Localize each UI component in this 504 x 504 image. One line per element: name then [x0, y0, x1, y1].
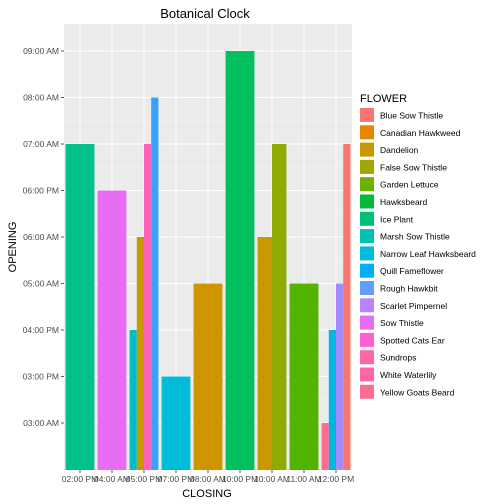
x-tick-label: 10:00 AM	[254, 474, 290, 484]
legend-key	[360, 211, 374, 226]
legend-key	[360, 281, 374, 295]
x-tick-label: 02:00 PM	[62, 474, 98, 484]
legend-label: Quill Fameflower	[380, 266, 444, 276]
y-tick-label: 06:00 AM	[23, 232, 59, 242]
legend-label: Sow Thistle	[380, 318, 424, 328]
bar	[225, 51, 255, 470]
legend-key	[360, 142, 374, 157]
legend: Blue Sow Thistle Canadian Hawkweed Dandeli…	[360, 108, 476, 399]
legend-label: Marsh Sow Thistle	[380, 232, 450, 242]
x-tick-label: 10:00 PM	[222, 474, 258, 484]
y-axis-title: OPENING	[7, 222, 19, 273]
bar	[343, 144, 351, 470]
y-tick-label: 05:00 AM	[23, 279, 59, 289]
chart-title: Botanical Clock	[160, 6, 250, 21]
bar	[136, 237, 144, 470]
x-axis-title: CLOSING	[182, 488, 232, 500]
legend-label: Sundrops	[380, 353, 416, 363]
bar	[97, 190, 127, 470]
legend-label: False Sow Thistle	[380, 162, 447, 172]
bar	[289, 283, 319, 470]
legend-label: Canadian Hawkweed	[380, 128, 461, 138]
bar	[328, 330, 336, 470]
legend-key	[360, 125, 374, 140]
legend-label: Dandelion	[380, 145, 419, 155]
legend-key	[360, 194, 374, 209]
legend-key	[360, 246, 374, 261]
bar	[193, 283, 223, 470]
legend-label: White Waterlily	[380, 370, 437, 380]
legend-title: FLOWER	[360, 93, 407, 105]
legend-label: Hawksbeard	[380, 197, 428, 207]
legend-key	[360, 332, 374, 347]
bar	[272, 144, 287, 470]
x-tick-label: 12:00 PM	[318, 474, 354, 484]
bar	[161, 376, 191, 470]
x-tick-label: 07:00 PM	[158, 474, 194, 484]
legend-key	[360, 263, 374, 278]
legend-key	[360, 367, 374, 382]
y-tick-label: 08:00 AM	[23, 93, 59, 103]
legend-label: Blue Sow Thistle	[380, 111, 443, 121]
legend-label: Scarlet Pimpernel	[380, 301, 447, 311]
x-tick-label: 05:00 PM	[126, 474, 162, 484]
bar	[144, 144, 152, 470]
y-tick-label: 04:00 PM	[23, 325, 59, 335]
y-axis-ticks: 03:00 AM 03:00 PM 04:00 PM 05:00 AM 06:00 AM…	[23, 46, 64, 428]
y-tick-label: 03:00 PM	[23, 372, 59, 382]
legend-label: Yellow Goats Beard	[380, 387, 455, 397]
x-tick-label: 08:00 AM	[190, 474, 226, 484]
y-tick-label: 06:00 PM	[23, 186, 59, 196]
legend-key	[360, 315, 374, 330]
legend-key	[360, 350, 374, 365]
legend-label: Ice Plant	[380, 214, 414, 224]
y-tick-label: 09:00 AM	[23, 46, 59, 56]
legend-label: Spotted Cats Ear	[380, 335, 445, 345]
legend-key	[360, 384, 374, 399]
legend-label: Narrow Leaf Hawksbeard	[380, 249, 476, 259]
legend-key	[360, 108, 374, 122]
x-tick-label: 11:00 AM	[286, 474, 321, 484]
bar	[257, 237, 272, 470]
bars	[65, 51, 351, 470]
bar	[129, 330, 137, 470]
legend-key	[360, 298, 374, 313]
y-tick-label: 07:00 AM	[23, 139, 59, 149]
legend-key	[360, 229, 374, 244]
y-tick-label: 03:00 AM	[23, 418, 59, 428]
bar	[65, 144, 95, 470]
legend-key	[360, 159, 374, 174]
bar	[151, 97, 159, 470]
bar	[321, 423, 329, 470]
legend-key	[360, 177, 374, 192]
bar	[336, 283, 344, 470]
legend-label: Rough Hawkbit	[380, 284, 438, 294]
x-tick-label: 04:00 AM	[94, 474, 130, 484]
legend-label: Garden Lettuce	[380, 180, 439, 190]
